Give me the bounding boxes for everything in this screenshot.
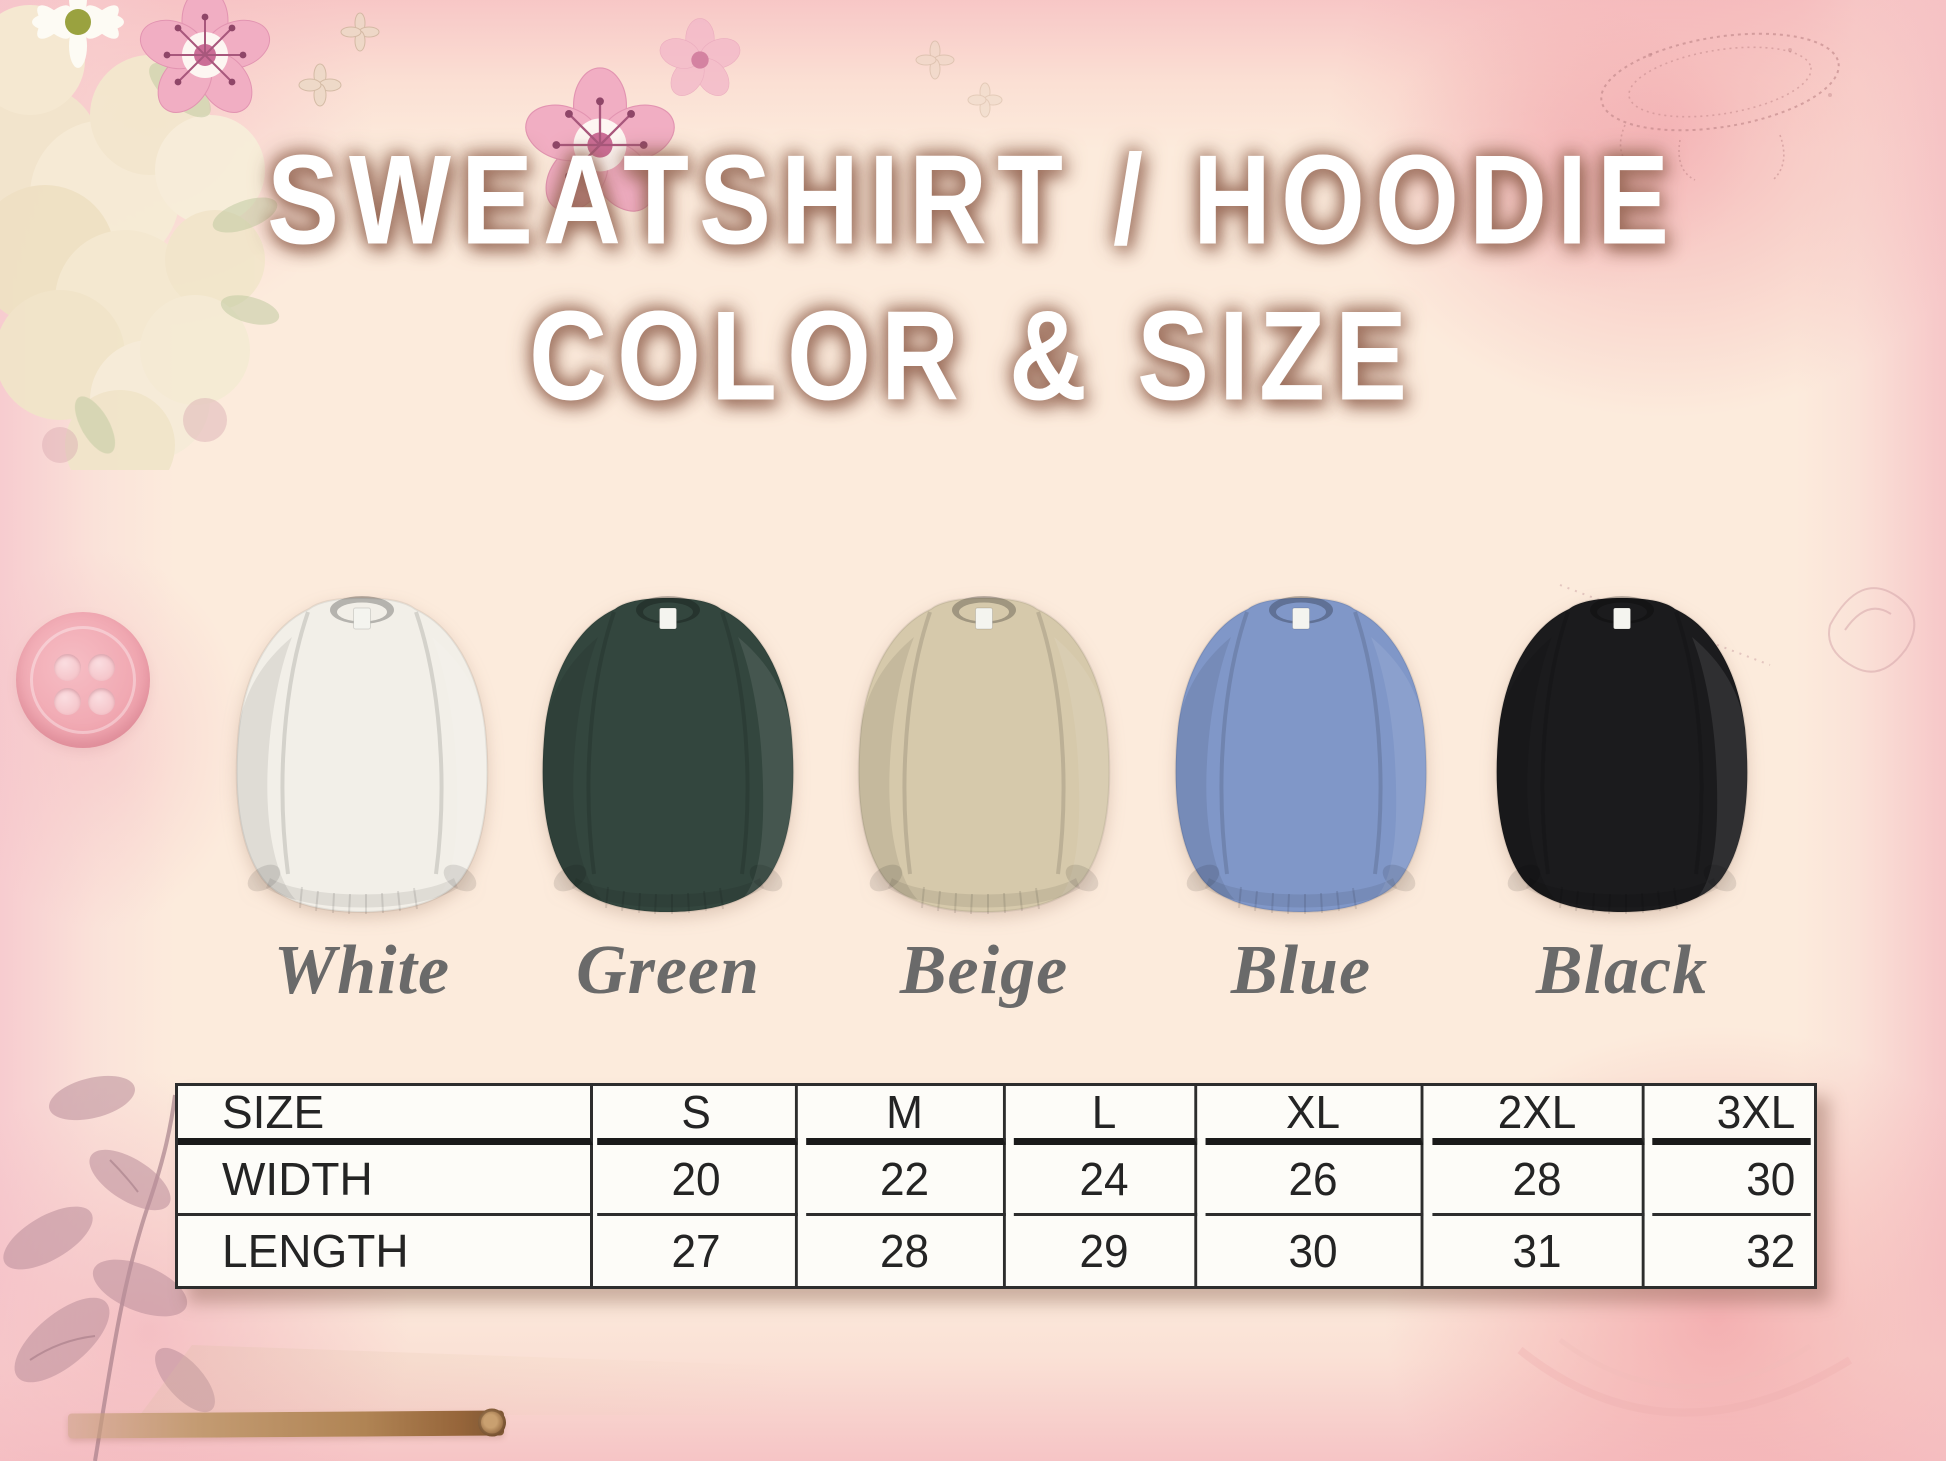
sweatshirt-image <box>1173 594 1429 916</box>
color-label-black: Black <box>1535 932 1709 1009</box>
length-value-2xl: 31 <box>1432 1216 1645 1286</box>
ribbon-arcs-decoration <box>1517 1337 1853 1417</box>
width-value-2xl: 28 <box>1432 1145 1645 1216</box>
daisy-flower-icon <box>32 0 124 68</box>
page-title: SWEATSHIRT / HOODIE COLOR & SIZE <box>0 122 1946 433</box>
button-hole <box>88 654 115 681</box>
color-label-beige: Beige <box>899 932 1069 1009</box>
button-hole <box>54 688 81 715</box>
shelf-surface-decoration <box>140 1345 790 1415</box>
wood-bar-decoration <box>67 1410 505 1439</box>
sweatshirt-beige: Beige <box>834 582 1134 1011</box>
length-value-xl: 30 <box>1206 1216 1424 1286</box>
size-chart-table: SIZE S M L XL 2XL 3XL WIDTH 20 22 24 26 … <box>175 1083 1817 1289</box>
button-hole <box>88 688 115 715</box>
length-value-l: 29 <box>1014 1216 1198 1286</box>
page-title-line-1: SWEATSHIRT / HOODIE <box>266 127 1679 271</box>
sweatshirt-green: Green <box>518 582 818 1011</box>
page-title-line-2: COLOR & SIZE <box>528 283 1418 427</box>
sweatshirt-black: Black <box>1472 582 1772 1011</box>
sweatshirt-image <box>540 594 796 916</box>
sweatshirt-image <box>1494 594 1750 916</box>
button-hole <box>54 654 81 681</box>
width-value-xl: 26 <box>1205 1145 1424 1216</box>
size-table-header-size: SIZE <box>178 1086 593 1145</box>
color-label-blue: Blue <box>1230 932 1372 1009</box>
width-value-s: 20 <box>597 1145 798 1216</box>
length-value-m: 28 <box>806 1216 1006 1286</box>
color-label-white: White <box>273 932 451 1009</box>
size-table-header-s: S <box>597 1086 798 1145</box>
sprig-flowers <box>298 12 1003 118</box>
sweatshirt-white: White <box>212 582 512 1011</box>
size-table-header-2xl: 2XL <box>1432 1086 1645 1145</box>
length-value-3xl: 32 <box>1746 1225 1796 1277</box>
sweatshirt-image <box>234 594 490 916</box>
sweatshirt-image <box>856 594 1112 916</box>
width-value-l: 24 <box>1013 1145 1198 1216</box>
size-table-header-l: L <box>1013 1086 1198 1145</box>
size-table-row-label-width: WIDTH <box>178 1145 593 1216</box>
sweatshirt-blue: Blue <box>1151 582 1451 1011</box>
width-value-3xl: 30 <box>1652 1145 1811 1216</box>
pink-blossom-icon <box>659 18 741 96</box>
color-label-green: Green <box>576 932 760 1009</box>
size-table-header-xl: XL <box>1205 1086 1424 1145</box>
width-value-m: 22 <box>806 1145 1006 1216</box>
button-icon <box>16 612 150 748</box>
size-table-header-m: M <box>806 1086 1006 1145</box>
size-table-row-label-length: LENGTH <box>178 1216 593 1286</box>
pink-blossom-icon <box>139 0 271 113</box>
size-table-header-3xl: 3XL <box>1652 1086 1811 1145</box>
length-value-s: 27 <box>597 1216 798 1286</box>
